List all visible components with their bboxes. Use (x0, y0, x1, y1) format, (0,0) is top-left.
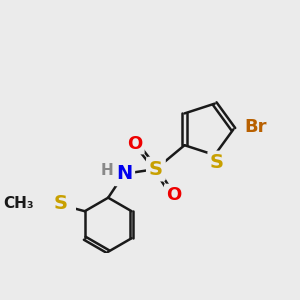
Text: O: O (166, 185, 181, 203)
Text: O: O (128, 135, 143, 153)
Text: Br: Br (244, 118, 267, 136)
Text: S: S (54, 194, 68, 213)
Text: N: N (116, 164, 132, 183)
Text: CH₃: CH₃ (3, 196, 34, 211)
Text: S: S (209, 152, 223, 172)
Text: H: H (100, 163, 113, 178)
Text: S: S (149, 160, 163, 178)
